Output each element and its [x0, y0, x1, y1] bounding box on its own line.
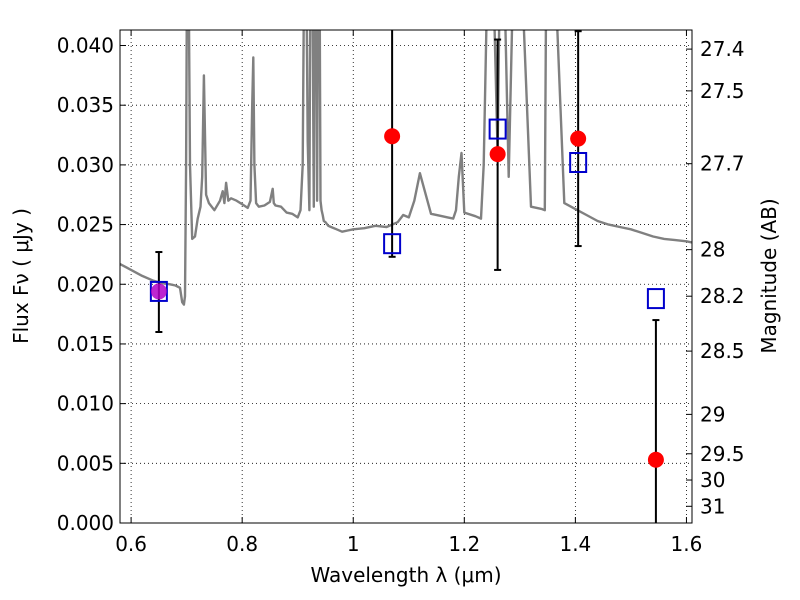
- x-tick-label: 0.8: [226, 532, 258, 556]
- x-tick-label: 0.6: [115, 532, 147, 556]
- y-axis-label: Flux Fν ( μJy ): [9, 208, 33, 344]
- model-flux-square: [646, 288, 665, 310]
- model-flux-square: [488, 118, 507, 140]
- observed-flux-point: [647, 451, 664, 468]
- magnitude-tick-label: 30: [700, 468, 725, 492]
- y-axis-right-label: Magnitude (AB): [757, 198, 781, 353]
- observed-flux-point: [489, 146, 506, 163]
- observed-flux-point: [570, 130, 587, 147]
- x-axis-label: Wavelength λ (μm): [310, 563, 501, 587]
- magnitude-tick-label: 31: [700, 494, 725, 518]
- y-tick-label: 0.025: [57, 213, 114, 237]
- plot-area: [120, 30, 692, 306]
- overlay-markers: [149, 30, 665, 523]
- model-flux-square: [383, 233, 402, 255]
- magnitude-tick-label: 28.2: [700, 284, 745, 308]
- y-tick-label: 0.030: [57, 153, 114, 177]
- y-tick-label: 0.035: [57, 93, 114, 117]
- y-tick-label: 0.040: [57, 34, 114, 58]
- x-tick-label: 1.6: [671, 532, 703, 556]
- magnitude-tick-label: 29.5: [700, 442, 745, 466]
- y-tick-label: 0.020: [57, 272, 114, 296]
- spectrum-line: [120, 30, 692, 306]
- model-flux-square: [569, 152, 588, 174]
- magnitude-tick-label: 27.4: [700, 37, 745, 61]
- y-tick-label: 0.000: [57, 511, 114, 535]
- magnitude-tick-label: 28.5: [700, 339, 745, 363]
- x-tick-label: 1: [347, 532, 360, 556]
- magnitude-tick-label: 27.5: [700, 79, 745, 103]
- y-tick-label: 0.005: [57, 451, 114, 475]
- y-tick-label: 0.015: [57, 332, 114, 356]
- plot-frame: [119, 29, 693, 524]
- axis-ticks: 0.6 0.8 1 1.2 1.4 1.6 0.000 0.005 0.010 0.015 0.02…: [57, 30, 745, 556]
- observed-flux-point: [150, 283, 167, 300]
- magnitude-tick-label: 28: [700, 238, 725, 262]
- magnitude-tick-label: 29: [700, 402, 725, 426]
- y-tick-label: 0.010: [57, 392, 114, 416]
- observed-flux-point: [384, 128, 401, 145]
- x-tick-label: 1.2: [448, 532, 480, 556]
- magnitude-tick-label: 27.7: [700, 152, 745, 176]
- x-tick-label: 1.4: [559, 532, 591, 556]
